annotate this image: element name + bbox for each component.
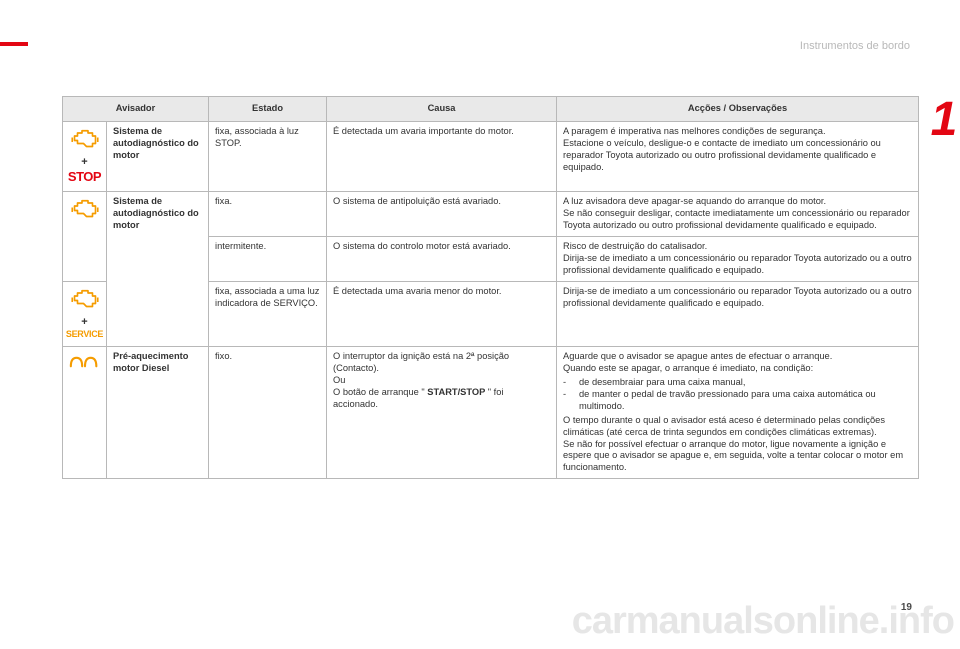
row-accoes: A paragem é imperativa nas melhores cond…: [557, 121, 919, 192]
row-estado: fixo.: [209, 347, 327, 479]
bullet-item: de manter o pedal de travão pressionado …: [563, 389, 912, 413]
row-label: Sistema de autodiagnóstico do motor: [107, 121, 209, 192]
row-label: Sistema de autodiagnóstico do motor: [107, 192, 209, 347]
chapter-number-text: 1: [931, 93, 954, 146]
preheat-icon: [68, 353, 102, 371]
row-causa: É detectada uma avaria menor do motor.: [327, 281, 557, 346]
row-estado: intermitente.: [209, 237, 327, 282]
row-accoes: Risco de destruição do catalisador. Diri…: [557, 237, 919, 282]
engine-icon: [70, 128, 100, 150]
icon-cell: [63, 347, 107, 479]
watermark: carmanualsonline.info: [572, 600, 954, 643]
engine-icon: [70, 288, 100, 310]
row-causa: O sistema de antipoluição está avariado.: [327, 192, 557, 237]
chapter-number: 1: [924, 96, 960, 154]
causa-bold: START/STOP: [425, 387, 488, 397]
table-header-row: Avisador Estado Causa Acções / Observaçõ…: [63, 97, 919, 122]
th-accoes: Acções / Observações: [557, 97, 919, 122]
accent-bar: [0, 42, 28, 46]
row-label: Pré-aquecimento motor Diesel: [107, 347, 209, 479]
stop-label: STOP: [65, 169, 104, 186]
accoes-post: O tempo durante o qual o avisador está a…: [563, 415, 903, 473]
row-estado: fixa, associada à luz STOP.: [209, 121, 327, 192]
row-causa: É detectada um avaria importante do moto…: [327, 121, 557, 192]
row-causa: O sistema do controlo motor está avariad…: [327, 237, 557, 282]
engine-icon: [70, 198, 100, 220]
icon-cell: + STOP: [63, 121, 107, 192]
th-estado: Estado: [209, 97, 327, 122]
row-accoes: Dirija-se de imediato a um concessionári…: [557, 281, 919, 346]
icon-cell: + SERVICE: [63, 281, 107, 346]
table-row: Sistema de autodiagnóstico do motor fixa…: [63, 192, 919, 237]
row-estado: fixa.: [209, 192, 327, 237]
accoes-bullets: de desembraiar para uma caixa manual, de…: [563, 377, 912, 413]
row-estado: fixa, associada a uma luz indicadora de …: [209, 281, 327, 346]
row-accoes: A luz avisadora deve apagar-se aquando d…: [557, 192, 919, 237]
accoes-pre: Aguarde que o avisador se apague antes d…: [563, 351, 832, 373]
warning-table: Avisador Estado Causa Acções / Observaçõ…: [62, 96, 918, 479]
plus-symbol: +: [65, 155, 104, 169]
table-row: Pré-aquecimento motor Diesel fixo. O int…: [63, 347, 919, 479]
plus-symbol: +: [65, 315, 104, 329]
service-label: SERVICE: [65, 329, 104, 341]
row-causa: O interruptor da ignição está na 2ª posi…: [327, 347, 557, 479]
bullet-item: de desembraiar para uma caixa manual,: [563, 377, 912, 389]
section-title: Instrumentos de bordo: [800, 40, 910, 52]
row-accoes: Aguarde que o avisador se apague antes d…: [557, 347, 919, 479]
th-avisador: Avisador: [63, 97, 209, 122]
table-row: + STOP Sistema de autodiagnóstico do mot…: [63, 121, 919, 192]
icon-cell: [63, 192, 107, 281]
th-causa: Causa: [327, 97, 557, 122]
